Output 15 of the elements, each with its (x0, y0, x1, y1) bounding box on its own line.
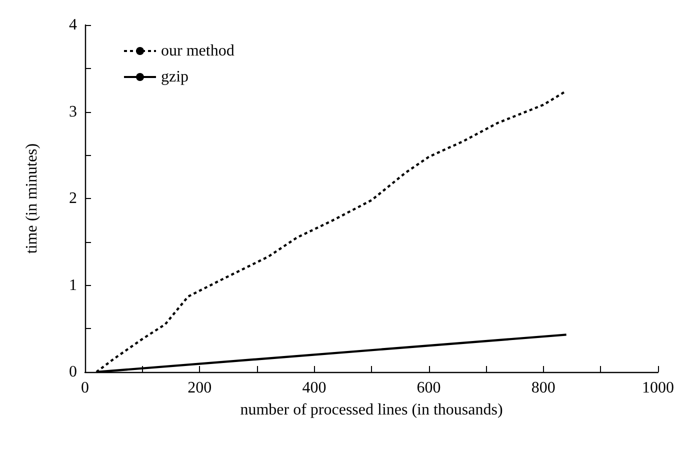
y-tick-label: 3 (69, 103, 77, 120)
x-tick-label: 0 (81, 380, 89, 396)
legend-label: our method (161, 42, 234, 60)
y-tick-label: 0 (69, 364, 77, 380)
x-axis-title: number of processed lines (in thousands) (240, 402, 503, 418)
y-tick-label: 4 (69, 16, 77, 34)
y-axis-title: time (in minutes) (24, 143, 40, 254)
y-tick-label: 1 (69, 276, 77, 294)
x-tick-label: 200 (188, 380, 212, 396)
y-tick-label: 2 (69, 190, 77, 207)
x-tick-label: 1000 (642, 380, 674, 396)
x-tick-label: 600 (416, 380, 441, 396)
x-tick-label: 800 (531, 380, 556, 396)
legend-label: gzip (161, 68, 189, 86)
x-tick-label: 400 (302, 380, 326, 396)
